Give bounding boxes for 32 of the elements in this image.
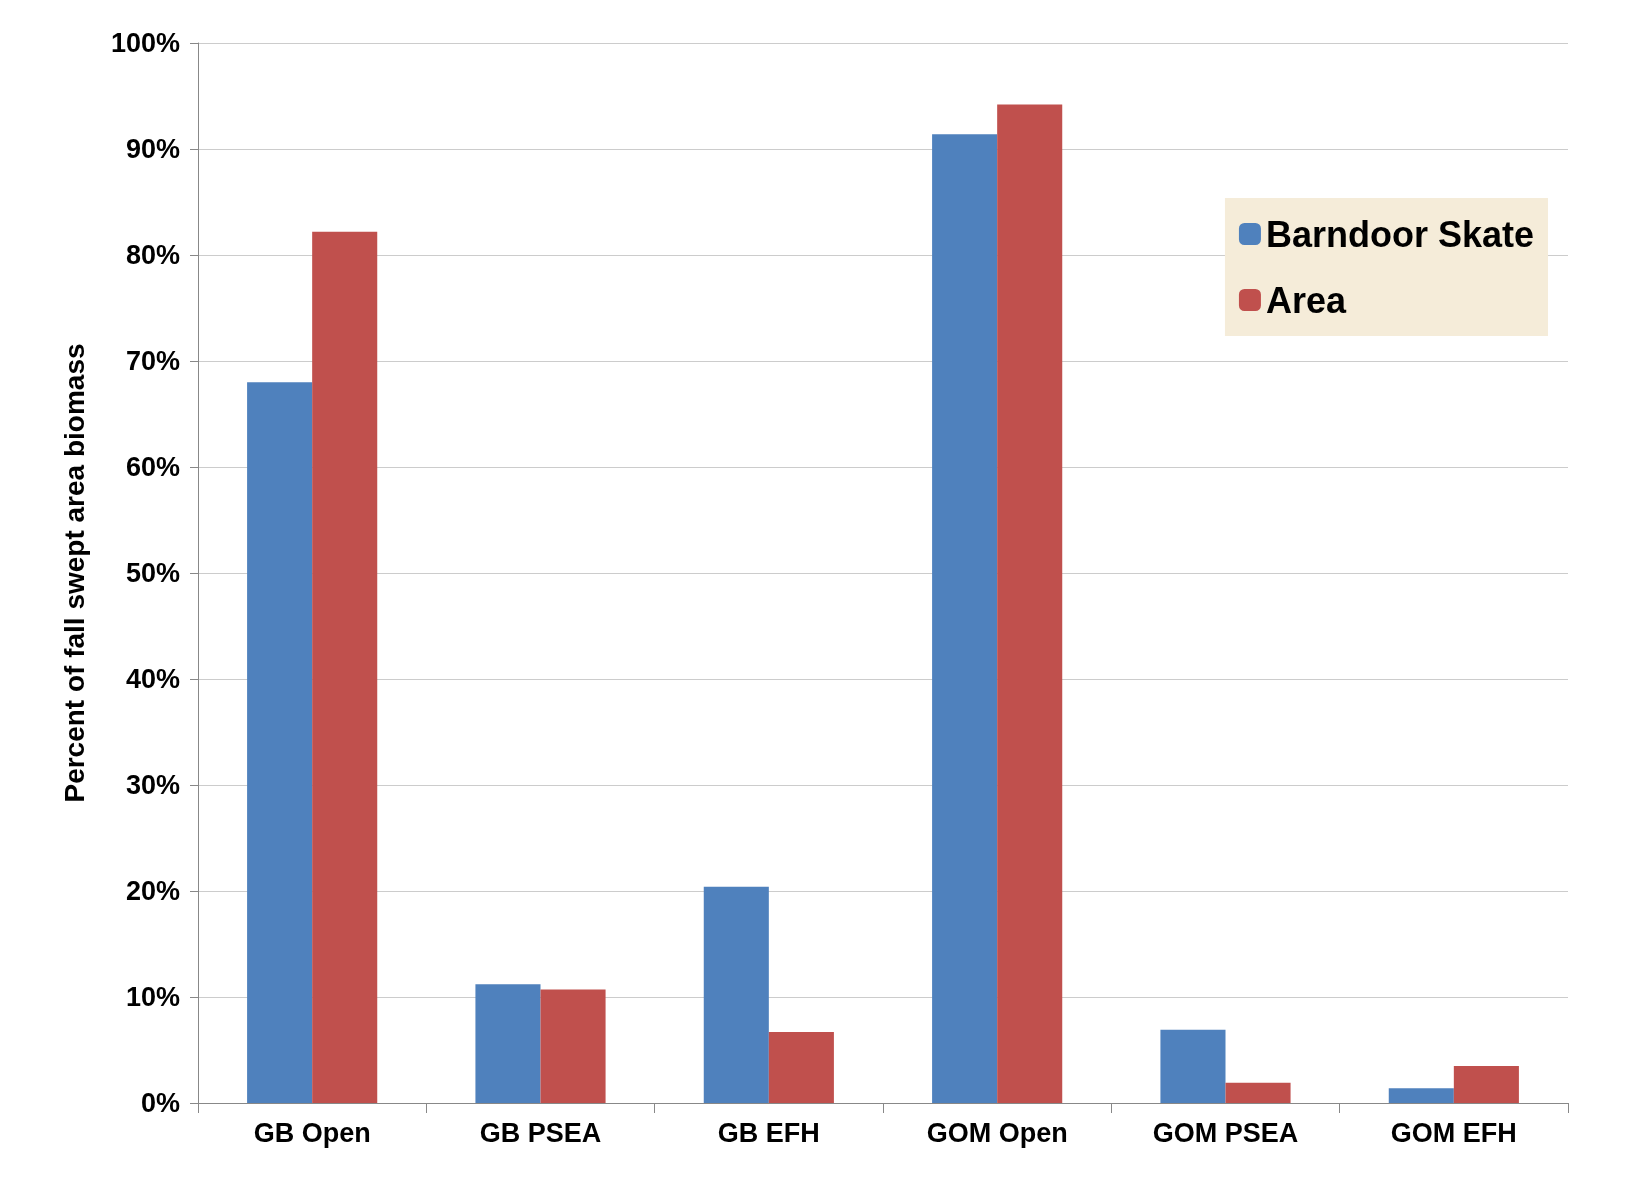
bar xyxy=(247,382,313,1103)
x-tick-label: GOM EFH xyxy=(1390,1117,1517,1148)
y-tick-label: 50% xyxy=(125,558,180,588)
bar xyxy=(1225,1082,1291,1103)
bar xyxy=(540,989,606,1103)
bar xyxy=(768,1031,834,1103)
x-tick-label: GB PSEA xyxy=(479,1117,602,1148)
y-tick-label: 100% xyxy=(110,28,180,58)
x-tick-label: GOM PSEA xyxy=(1152,1117,1299,1148)
legend-label: Barndoor Skate xyxy=(1265,213,1535,255)
y-tick-label: 30% xyxy=(125,770,180,800)
bar xyxy=(312,231,378,1103)
y-tick-label: 0% xyxy=(140,1088,180,1118)
legend-label: Area xyxy=(1265,279,1347,321)
y-axis-title: Percent of fall swept area biomass xyxy=(58,343,90,803)
x-tick-label: GOM Open xyxy=(926,1117,1068,1148)
y-tick-label: 70% xyxy=(125,346,180,376)
y-tick-label: 40% xyxy=(125,664,180,694)
bar xyxy=(703,886,769,1103)
y-tick-label: 80% xyxy=(125,240,180,270)
y-tick-label: 10% xyxy=(125,982,180,1012)
x-tick-label: GB Open xyxy=(253,1117,371,1148)
x-tick-label: GB EFH xyxy=(717,1117,820,1148)
y-tick-label: 60% xyxy=(125,452,180,482)
bar xyxy=(932,134,998,1103)
bar xyxy=(1388,1088,1454,1103)
bar xyxy=(475,984,541,1103)
y-tick-label: 90% xyxy=(125,134,180,164)
bar xyxy=(1453,1065,1519,1103)
y-tick-label: 20% xyxy=(125,876,180,906)
bar xyxy=(1160,1029,1226,1103)
bar xyxy=(997,104,1063,1103)
